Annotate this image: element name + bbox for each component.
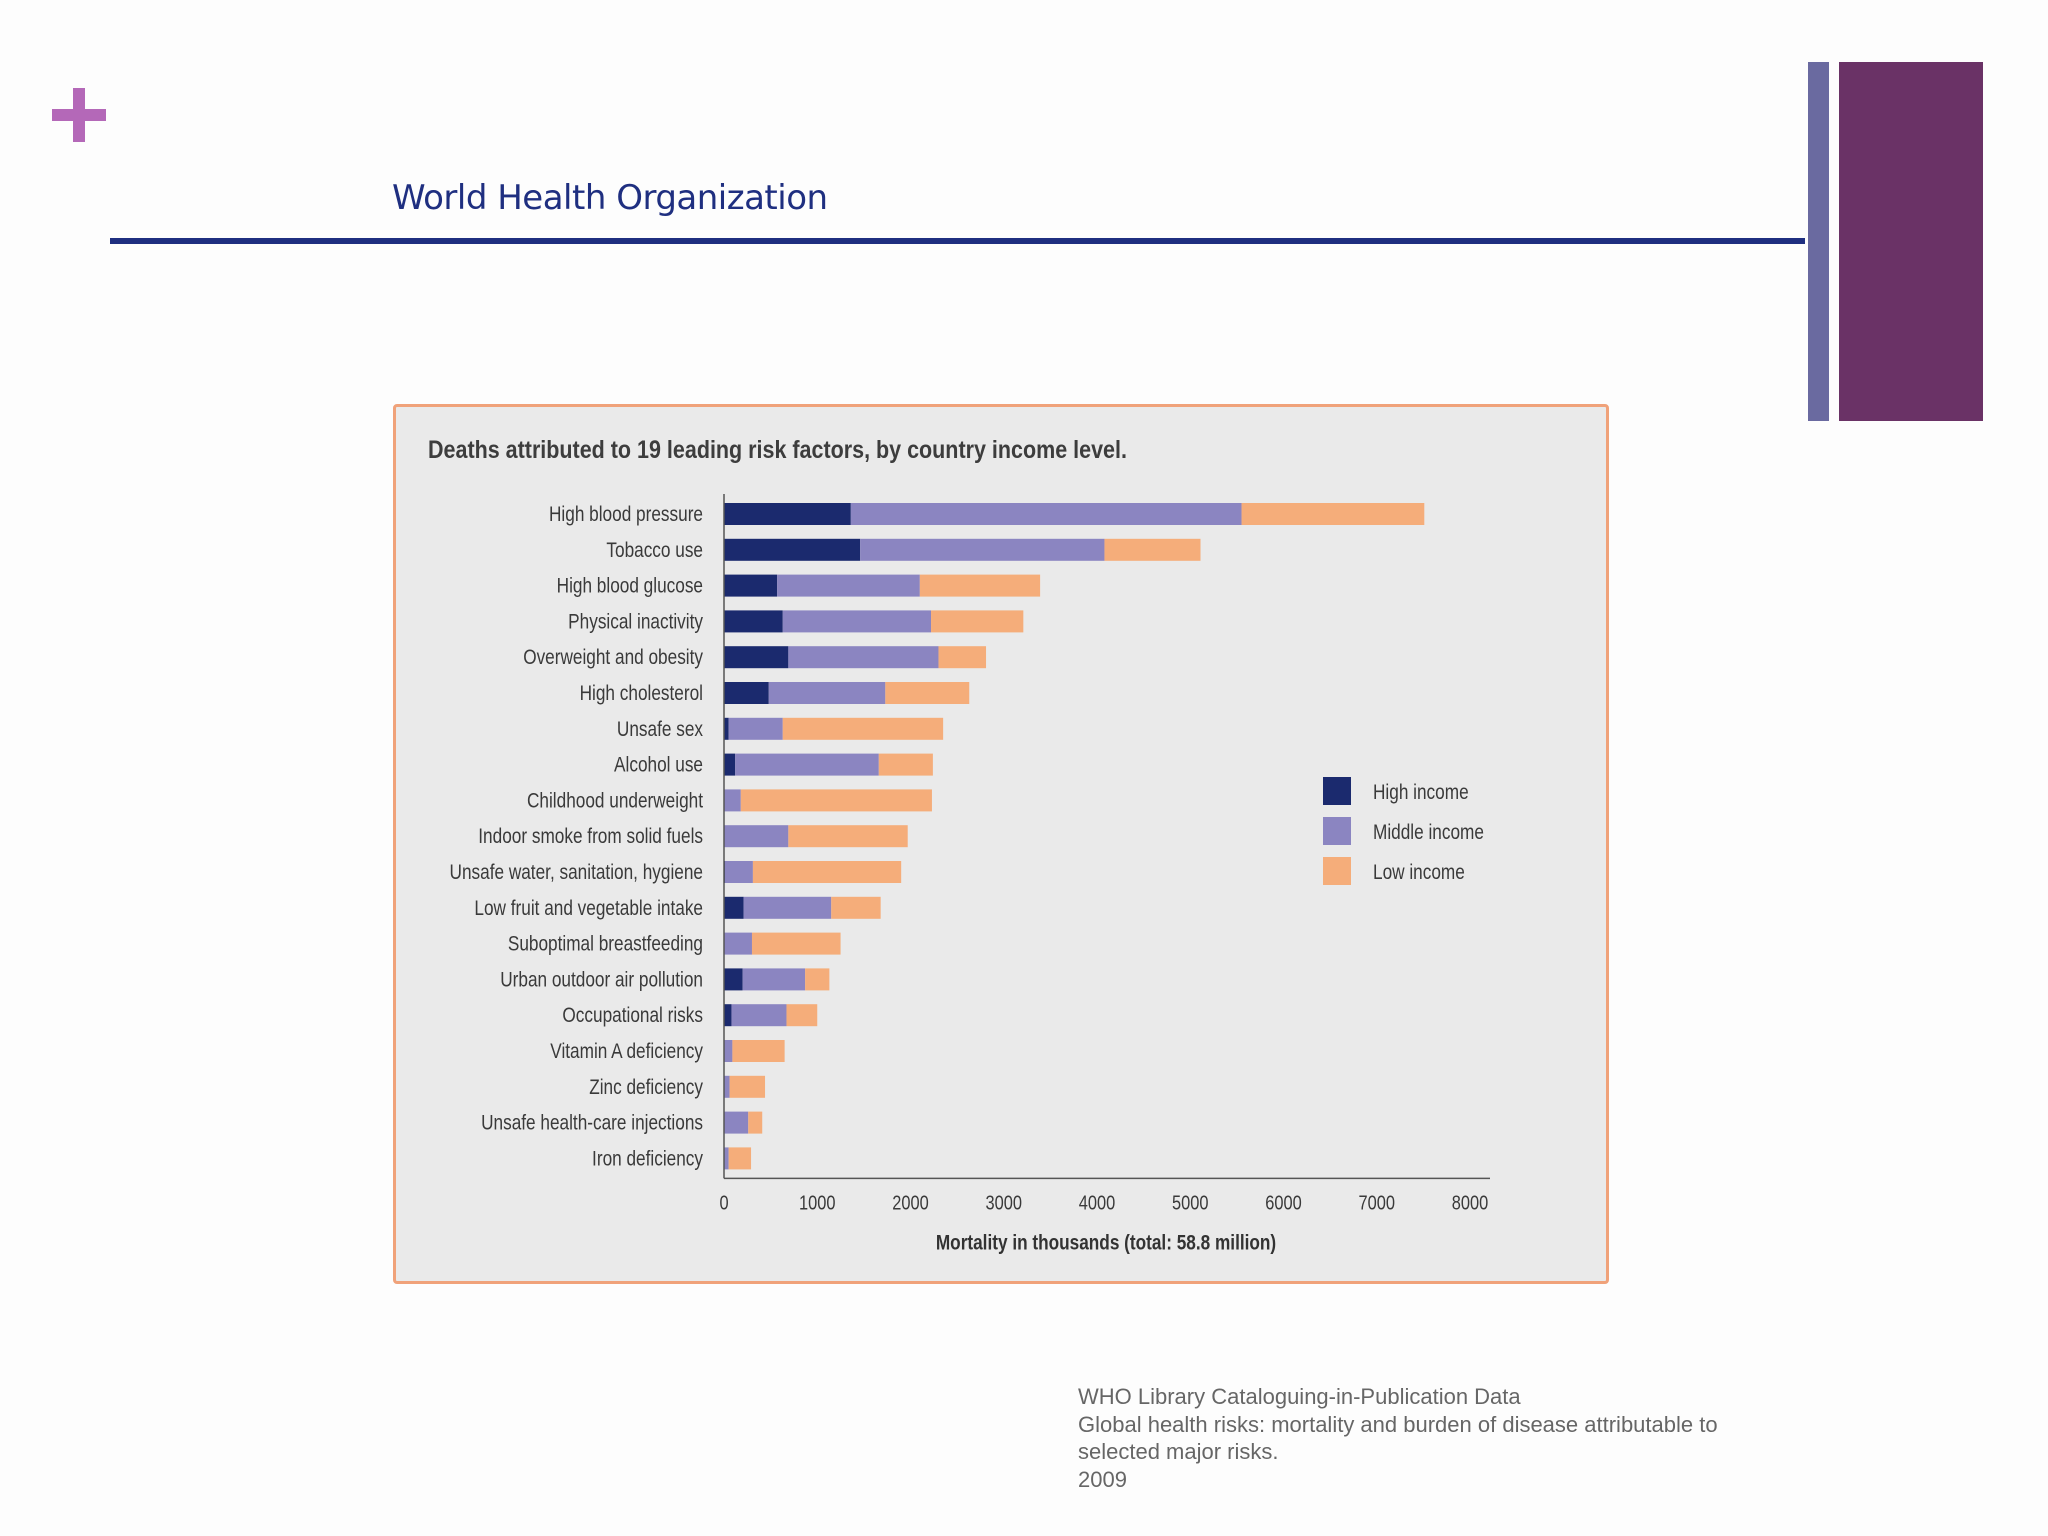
category-label: Vitamin A deficiency	[550, 1041, 703, 1064]
bar-segment-middle-income	[731, 1004, 787, 1027]
category-label: Unsafe water, sanitation, hygiene	[450, 862, 703, 885]
bar-segment-low-income	[786, 1004, 818, 1027]
bar-segment-low-income	[732, 1040, 785, 1062]
bar-segment-high-income	[724, 896, 744, 919]
bar-segment-low-income	[931, 610, 1024, 633]
chart-title: Deaths attributed to 19 leading risk fac…	[428, 436, 1127, 464]
bar-segment-high-income	[724, 574, 778, 597]
bar-segment-low-income	[788, 825, 908, 848]
bar-segment-high-income	[724, 538, 861, 561]
bar-segment-low-income	[831, 896, 881, 919]
bar-segment-low-income	[748, 1111, 763, 1134]
category-label: Iron deficiency	[592, 1148, 703, 1171]
bar-segment-high-income	[724, 646, 789, 669]
caption-line: Global health risks: mortality and burde…	[1078, 1411, 1718, 1437]
bar-segment-high-income	[724, 968, 743, 991]
legend-swatch	[1323, 817, 1351, 845]
bar-segment-high-income	[724, 753, 736, 776]
header-rule	[110, 238, 1805, 244]
bar-segment-middle-income	[724, 1111, 749, 1134]
legend-swatch	[1323, 857, 1351, 885]
legend-label: High income	[1373, 782, 1469, 805]
bar-segment-low-income	[919, 574, 1041, 597]
category-label: Unsafe health-care injections	[481, 1112, 703, 1135]
bar-segment-middle-income	[742, 968, 806, 991]
category-label: Unsafe sex	[617, 718, 703, 741]
x-tick-label: 4000	[1079, 1191, 1115, 1214]
bar-segment-low-income	[751, 932, 841, 955]
bar-segment-high-income	[724, 682, 769, 704]
bar-segment-low-income	[885, 682, 970, 704]
bar-segment-middle-income	[850, 503, 1242, 525]
x-axis-title: Mortality in thousands (total: 58.8 mill…	[936, 1232, 1276, 1255]
category-label: Childhood underweight	[527, 790, 704, 813]
bar-segment-middle-income	[768, 682, 886, 704]
x-tick-label: 3000	[986, 1191, 1022, 1214]
bar-segment-middle-income	[728, 717, 783, 740]
bar-segment-middle-income	[724, 1075, 730, 1098]
bar-segment-low-income	[782, 717, 944, 740]
bar-segment-middle-income	[724, 932, 752, 955]
category-label: Low fruit and vegetable intake	[474, 897, 703, 920]
bar-segment-low-income	[938, 646, 987, 669]
category-label: High blood glucose	[557, 575, 703, 598]
plus-icon	[52, 88, 106, 142]
category-label: Indoor smoke from solid fuels	[478, 826, 703, 849]
bar-segment-middle-income	[788, 646, 939, 669]
category-label: High blood pressure	[549, 504, 703, 527]
category-label: High cholesterol	[580, 683, 703, 706]
accent-bar-light	[1808, 62, 1829, 421]
bar-segment-low-income	[878, 753, 933, 776]
bar-segment-middle-income	[782, 610, 932, 633]
bar-segment-low-income	[1104, 538, 1201, 561]
bar-segment-middle-income	[724, 1040, 733, 1062]
bar-segment-low-income	[740, 789, 932, 812]
bar-segment-middle-income	[724, 789, 741, 812]
category-label: Physical inactivity	[568, 611, 703, 634]
bar-segment-middle-income	[743, 896, 832, 919]
bar-segment-low-income	[729, 1075, 766, 1098]
caption-line: selected major risks.	[1078, 1439, 1279, 1464]
bar-segment-high-income	[724, 503, 851, 525]
legend-label: Low income	[1373, 862, 1465, 885]
source-caption: WHO Library Cataloguing-in-Publication D…	[1078, 1383, 1718, 1493]
x-tick-label: 1000	[799, 1191, 835, 1214]
x-tick-label: 8000	[1452, 1191, 1488, 1214]
x-tick-label: 6000	[1265, 1191, 1301, 1214]
category-label: Occupational risks	[562, 1005, 703, 1028]
category-label: Alcohol use	[614, 754, 703, 777]
bar-segment-low-income	[728, 1147, 752, 1170]
caption-line: 2009	[1078, 1466, 1127, 1492]
caption-line: WHO Library Cataloguing-in-Publication D…	[1078, 1384, 1521, 1409]
bar-segment-high-income	[724, 717, 729, 740]
x-tick-label: 2000	[892, 1191, 928, 1214]
category-label: Zinc deficiency	[589, 1076, 703, 1099]
bar-segment-middle-income	[777, 574, 920, 597]
category-label: Suboptimal breastfeeding	[508, 933, 703, 956]
bar-segment-low-income	[752, 861, 902, 883]
category-label: Urban outdoor air pollution	[500, 969, 703, 992]
bar-segment-middle-income	[735, 753, 879, 776]
legend-swatch	[1323, 777, 1351, 805]
x-tick-label: 7000	[1359, 1191, 1395, 1214]
category-label: Tobacco use	[606, 539, 703, 562]
bar-segment-high-income	[724, 610, 783, 633]
bar-segment-middle-income	[860, 538, 1105, 561]
organization-title: World Health Organization	[392, 178, 828, 218]
bar-segment-low-income	[805, 968, 830, 991]
bar-segment-high-income	[724, 1004, 732, 1027]
bar-segment-middle-income	[724, 825, 789, 848]
x-tick-label: 0	[719, 1191, 728, 1214]
accent-bar-dark	[1839, 62, 1983, 421]
bar-segment-middle-income	[724, 861, 753, 883]
bar-segment-middle-income	[724, 1147, 729, 1170]
category-label: Overweight and obesity	[523, 647, 703, 670]
legend-label: Middle income	[1373, 822, 1484, 845]
x-tick-label: 5000	[1172, 1191, 1208, 1214]
bar-segment-low-income	[1241, 503, 1425, 525]
